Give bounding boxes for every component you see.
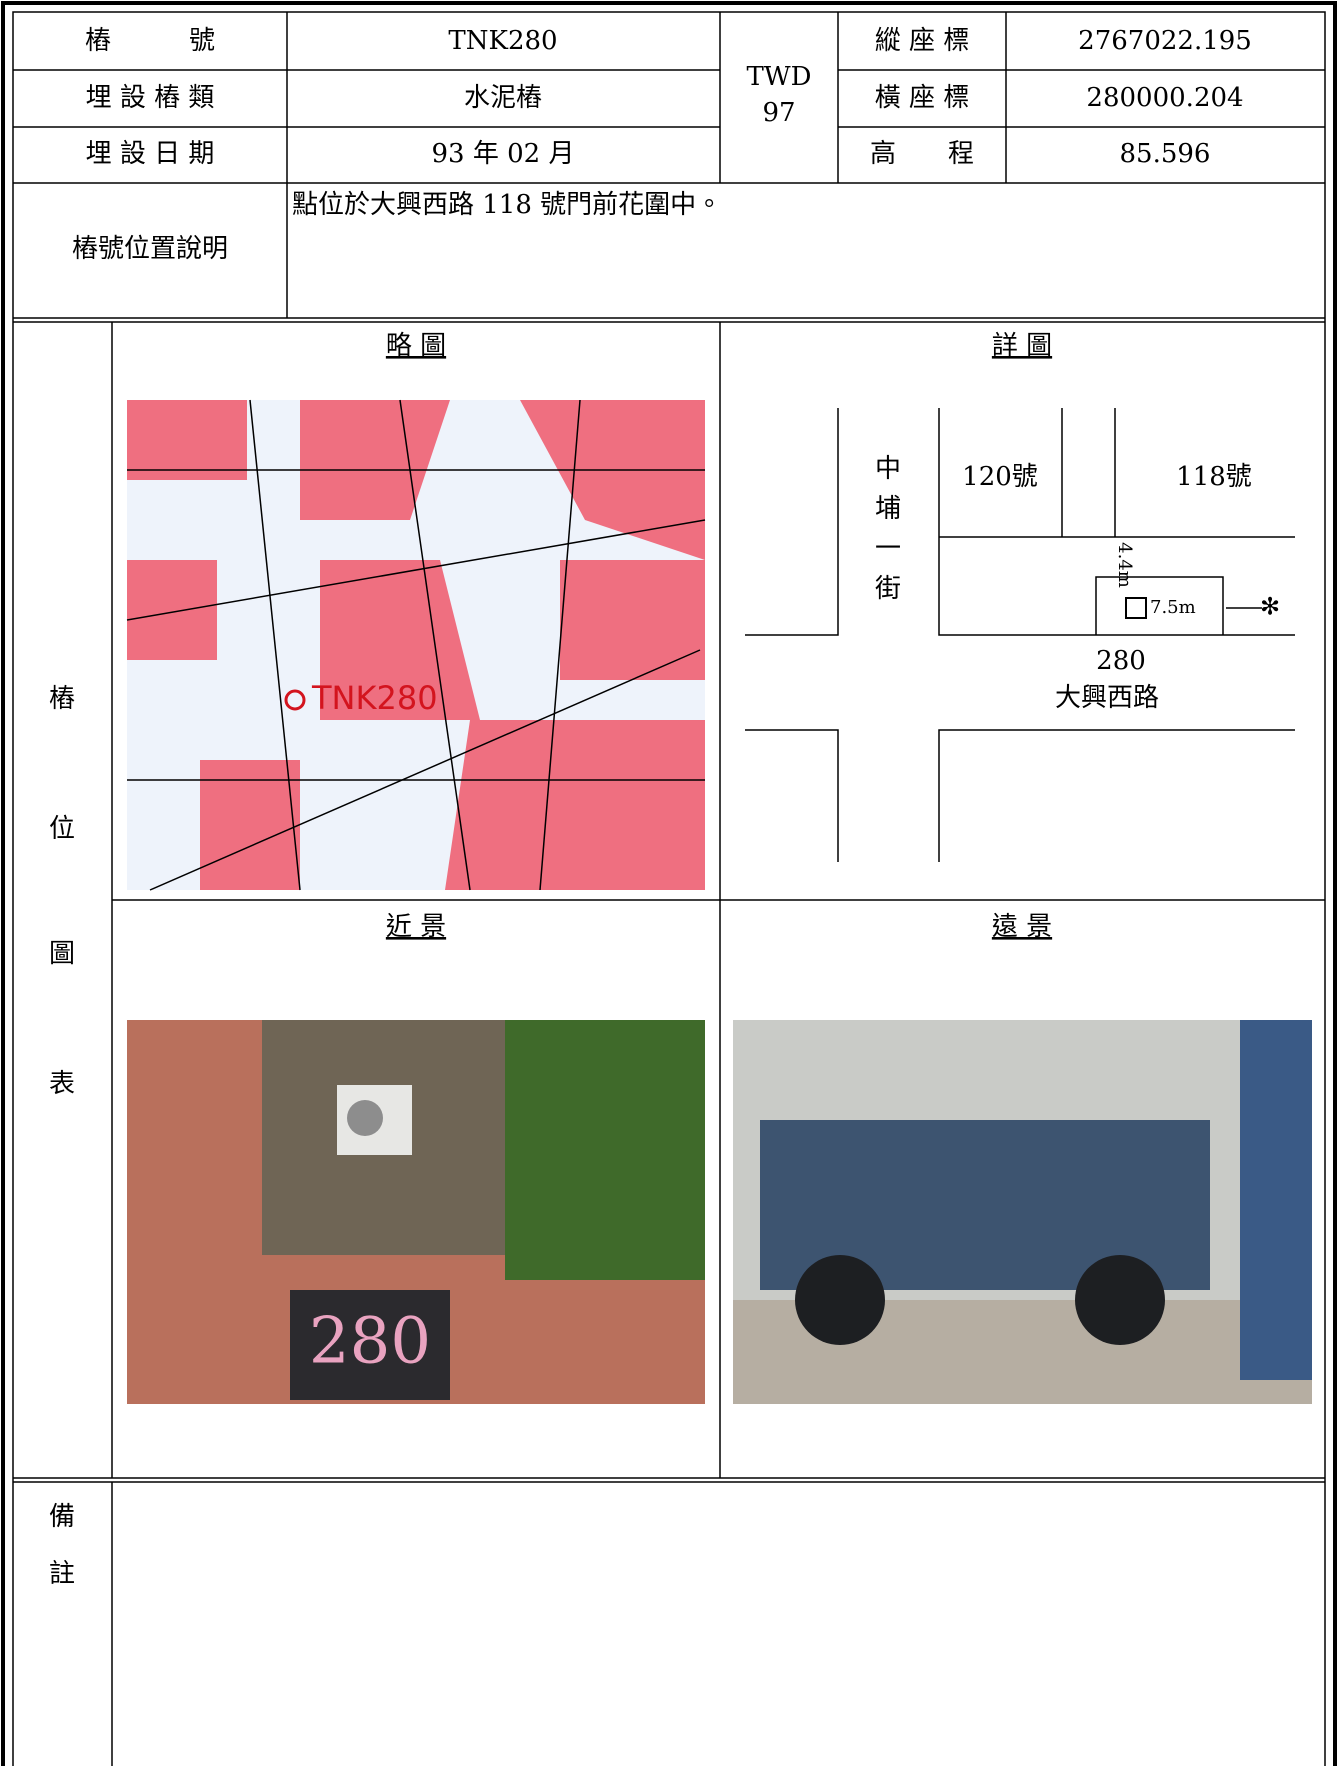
label: 高 程 [870,139,974,169]
label: 埋 設 樁 類 [86,83,215,113]
shape [745,729,839,862]
label: 橫 座 標 [875,83,970,113]
table-lines [13,12,1325,1766]
street-label: 街 [875,574,901,604]
shape [290,1290,450,1400]
value: 水泥樁 [464,83,542,113]
section-title: 略 圖 [386,331,446,361]
shape [745,408,839,636]
side-label: 樁 [49,684,75,714]
label: 樁號位置說明 [72,234,228,264]
shape [795,1255,885,1345]
shape [939,408,1295,538]
shape [249,399,301,891]
section-title: 遠 景 [992,912,1052,942]
shape [284,689,306,711]
shape [399,399,471,891]
photo-marker: 280 [309,1305,431,1379]
far-photo [733,1020,1312,1404]
description: 點位於大興西路 118 號門前花圍中。 [292,190,722,220]
pile-label: 280 [1096,646,1146,676]
shape [505,1020,705,1280]
shape [1075,1255,1165,1345]
street-label: 大興西路 [1055,683,1159,713]
datum: TWD [747,62,812,92]
street-label: 一 [875,534,901,564]
value: 280000.204 [1086,83,1243,113]
label: 縱 座 標 [875,26,970,56]
street-label: 埔 [875,494,901,524]
shape [126,399,706,891]
side-label: 表 [49,1069,75,1099]
label: 埋 設 日 期 [86,139,215,169]
shape [1125,597,1147,619]
remarks-label: 註 [49,1559,75,1589]
distance: 4.4m [1114,542,1135,588]
shape [938,729,1295,862]
shape [127,400,705,890]
shape [1095,576,1224,635]
value: 2767022.195 [1078,26,1252,56]
marker-star: ✻ [1260,593,1280,621]
side-label: 圖 [49,939,75,969]
value: 93 年 02 月 [432,139,575,169]
shape [539,399,581,891]
house-no: 118號 [1176,462,1252,492]
shape [347,1100,383,1136]
near-photo: 280 [127,1020,705,1404]
datum: 97 [762,98,795,128]
house-no: 120號 [962,462,1038,492]
distance: 7.5m [1150,597,1196,618]
section-title: 詳 圖 [992,331,1052,361]
inner-frame [12,11,1326,1770]
shape [149,649,701,891]
shape [938,408,1295,636]
section-title: 近 景 [386,912,446,942]
remarks-label: 備 [49,1502,75,1532]
value: 85.596 [1120,139,1211,169]
value: TNK280 [448,26,557,56]
side-label: 位 [49,814,75,844]
detail-diagram: 中 埔 一 街 120號 118號 4.4m 7.5m ✻ 280 大興西路 [745,408,1295,862]
shape [1240,1020,1312,1380]
shape [126,519,706,621]
label: 樁 號 [85,26,215,56]
map-label: TNK280 [311,679,438,717]
sketch-map: TNK280 [126,399,706,891]
street-label: 中 [875,454,901,484]
